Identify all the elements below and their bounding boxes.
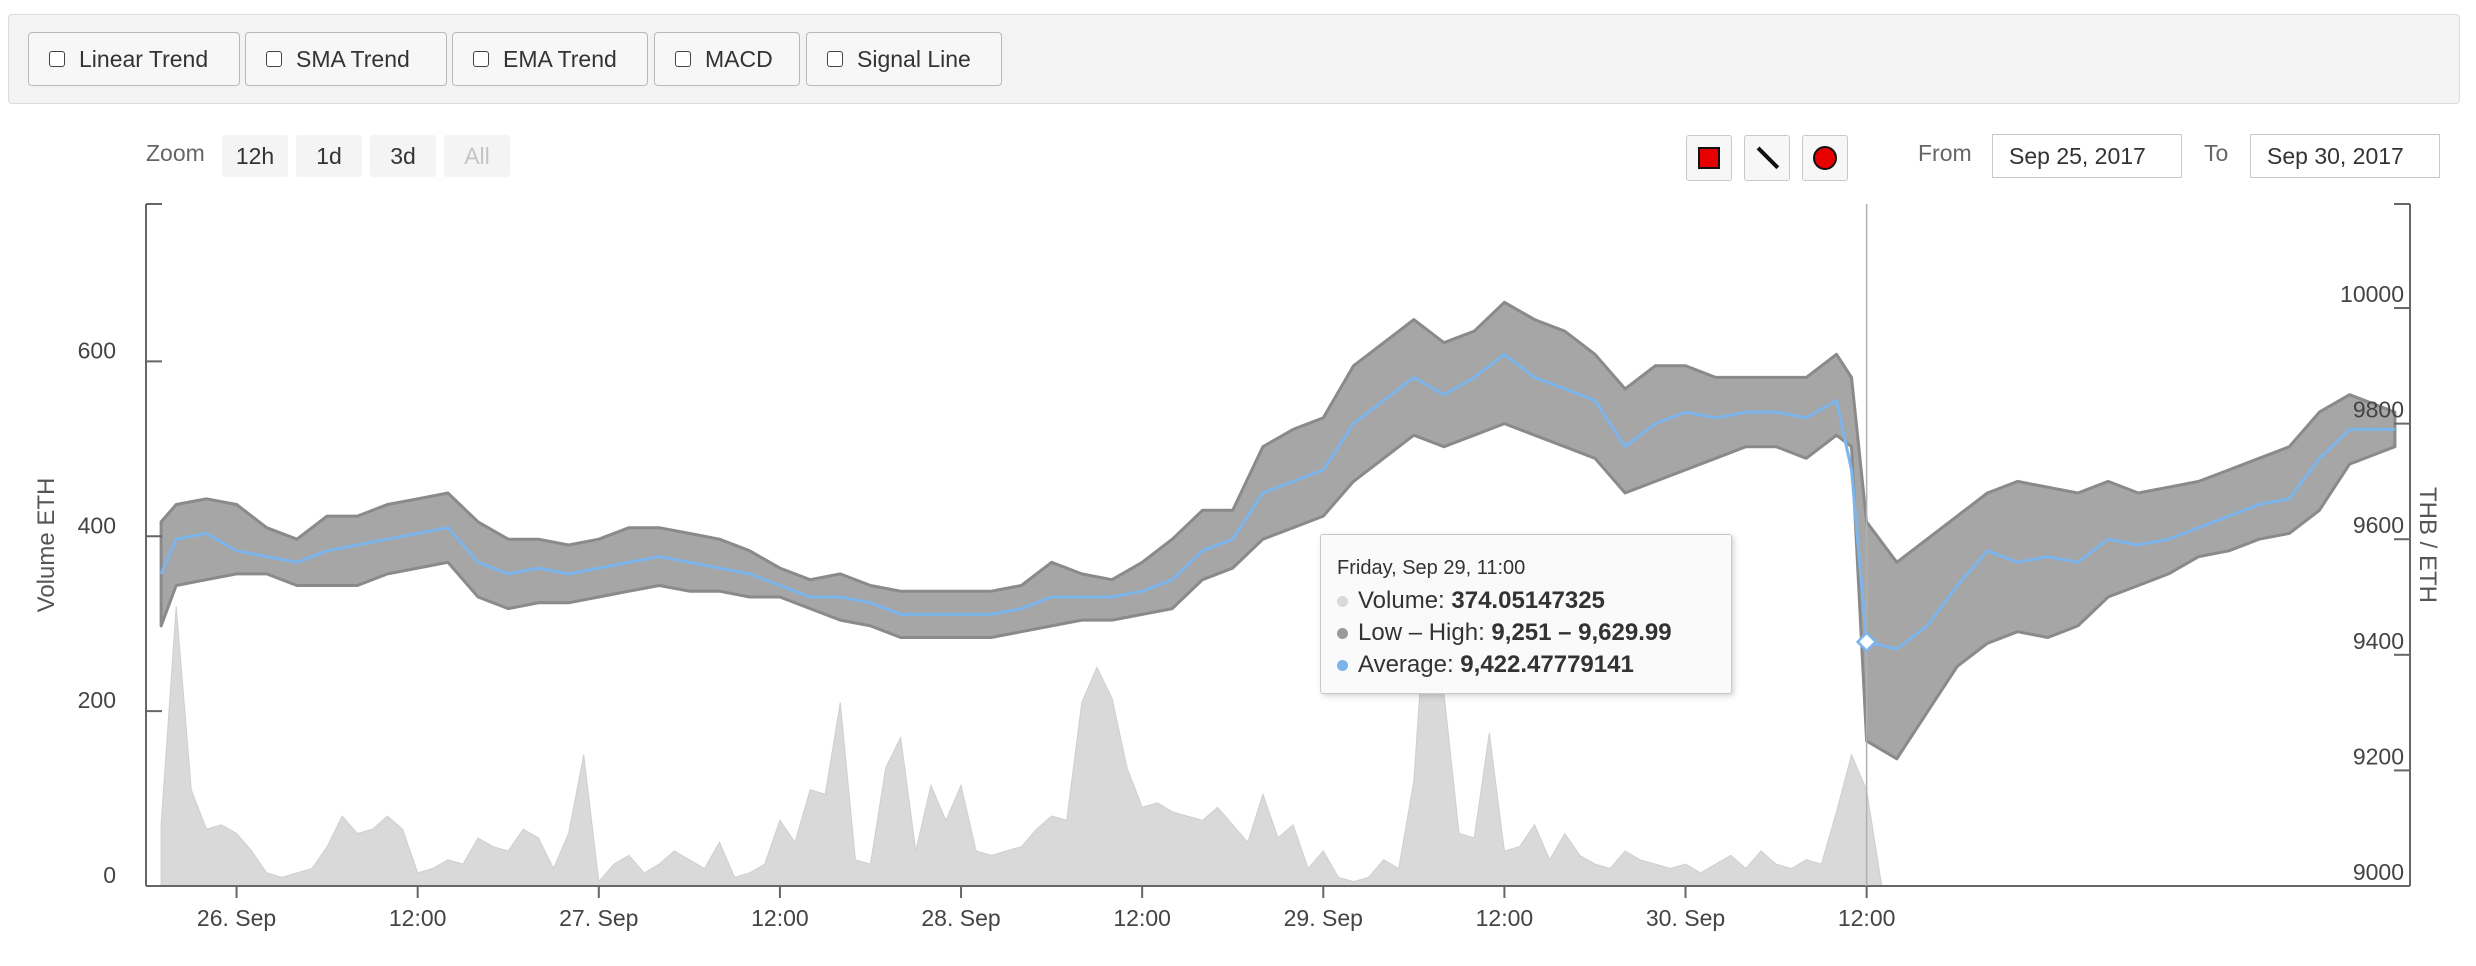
y-left-axis-title: Volume ETH	[33, 478, 60, 613]
indicator-toolbar: Linear Trend SMA Trend EMA Trend MACD Si…	[8, 14, 2460, 104]
low-high-range-band	[159, 300, 2397, 761]
tooltip-range-label: Low – High:	[1358, 619, 1485, 646]
x-tick-label: 12:00	[751, 905, 809, 931]
from-date-input[interactable]: Sep 25, 2017	[1992, 134, 2182, 178]
x-tick-label: 12:00	[1838, 905, 1896, 931]
y-right-tick-label: 9000	[2353, 859, 2404, 885]
x-tick-label: 26. Sep	[197, 905, 276, 931]
average-line	[159, 352, 2395, 651]
y-right-axis-title: THB / ETH	[2414, 487, 2441, 603]
ema-trend-button[interactable]: EMA Trend	[452, 32, 648, 86]
tooltip-volume-value: 374.05147325	[1451, 587, 1605, 614]
checkbox-icon[interactable]	[49, 51, 65, 67]
ema-trend-label: EMA Trend	[503, 45, 617, 72]
y-left-tick-label: 0	[103, 862, 116, 888]
zoom-1d-button[interactable]: 1d	[296, 135, 362, 177]
red-square-icon	[1698, 147, 1720, 169]
sma-trend-button[interactable]: SMA Trend	[245, 32, 447, 86]
y-right-tick-label: 9400	[2353, 628, 2404, 654]
range-dot-icon	[1337, 628, 1348, 640]
zoom-12h-button[interactable]: 12h	[222, 135, 288, 177]
chart-tooltip: Friday, Sep 29, 11:00 Volume: 374.051473…	[1320, 534, 1732, 694]
hover-point-marker	[1855, 631, 1878, 653]
x-tick-label: 12:00	[1113, 905, 1171, 931]
y-left-tick-label: 200	[78, 687, 116, 713]
from-label: From	[1918, 140, 1972, 166]
x-tick-label: 28. Sep	[921, 905, 1000, 931]
macd-label: MACD	[705, 45, 773, 72]
volume-dot-icon	[1337, 596, 1348, 608]
zoom-all-button[interactable]: All	[444, 135, 510, 177]
circle-tool-button[interactable]	[1802, 135, 1848, 181]
x-tick-label: 12:00	[389, 905, 447, 931]
to-label: To	[2204, 140, 2229, 166]
to-date-input[interactable]: Sep 30, 2017	[2250, 134, 2440, 178]
tooltip-average-value: 9,422.47779141	[1460, 651, 1634, 678]
checkbox-icon[interactable]	[827, 51, 843, 67]
linear-trend-button[interactable]: Linear Trend	[28, 32, 240, 86]
checkbox-icon[interactable]	[266, 51, 282, 67]
tooltip-range-value: 9,251 – 9,629.99	[1491, 619, 1672, 646]
linear-trend-label: Linear Trend	[79, 45, 209, 72]
x-tick-label: 30. Sep	[1646, 905, 1725, 931]
y-right-tick-label: 10000	[2340, 281, 2404, 307]
signal-line-button[interactable]: Signal Line	[806, 32, 1002, 86]
zoom-label: Zoom	[146, 140, 205, 166]
sma-trend-label: SMA Trend	[296, 45, 410, 72]
tooltip-volume-label: Volume:	[1358, 587, 1445, 614]
tooltip-average-row: Average: 9,422.47779141	[1337, 651, 1634, 679]
x-tick-label: 27. Sep	[559, 905, 638, 931]
y-right-tick-label: 9600	[2353, 512, 2404, 538]
signal-line-label: Signal Line	[857, 45, 971, 72]
red-circle-icon	[1813, 146, 1837, 170]
zoom-3d-button[interactable]: 3d	[370, 135, 436, 177]
average-dot-icon	[1337, 660, 1348, 672]
macd-button[interactable]: MACD	[654, 32, 800, 86]
tooltip-range-row: Low – High: 9,251 – 9,629.99	[1337, 619, 1672, 647]
y-left-tick-label: 400	[78, 512, 116, 538]
x-tick-label: 12:00	[1476, 905, 1534, 931]
tooltip-header: Friday, Sep 29, 11:00	[1337, 557, 1526, 579]
line-tool-button[interactable]	[1744, 135, 1790, 181]
tooltip-volume-row: Volume: 374.05147325	[1337, 587, 1605, 615]
tooltip-average-label: Average:	[1358, 651, 1454, 678]
y-right-tick-label: 9800	[2353, 397, 2404, 423]
rectangle-tool-button[interactable]	[1686, 135, 1732, 181]
volume-area	[160, 558, 1883, 887]
x-tick-label: 29. Sep	[1284, 905, 1363, 931]
checkbox-icon[interactable]	[675, 51, 691, 67]
y-right-tick-label: 9200	[2353, 743, 2404, 769]
y-left-tick-label: 600	[78, 337, 116, 363]
checkbox-icon[interactable]	[473, 51, 489, 67]
